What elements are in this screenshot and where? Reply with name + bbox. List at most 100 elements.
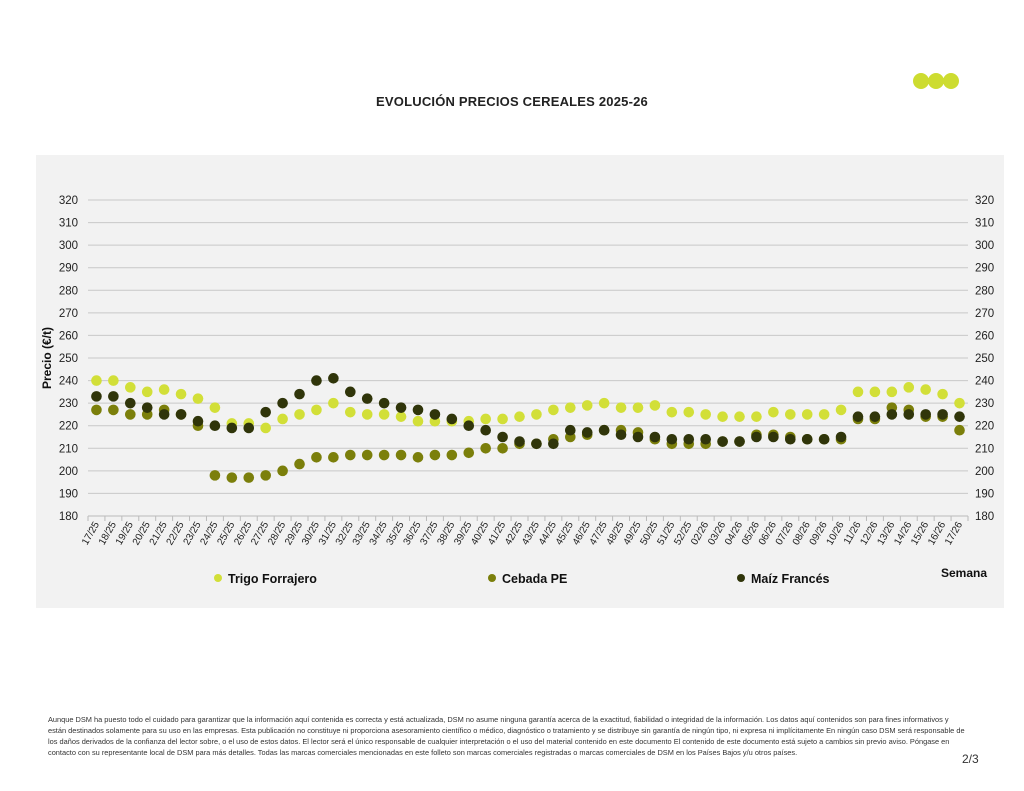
data-point-trigo-forrajero	[548, 404, 559, 416]
data-point-ma-z-franc-s	[700, 433, 711, 445]
data-point-trigo-forrajero	[632, 402, 644, 413]
data-point-trigo-forrajero	[581, 400, 593, 411]
data-point-cebada-pe	[378, 449, 390, 461]
y-tick-label-left: 240	[59, 376, 78, 388]
data-point-trigo-forrajero	[108, 375, 119, 386]
data-point-cebada-pe	[463, 447, 475, 459]
y-tick-label-left: 320	[59, 195, 78, 207]
y-tick-label-left: 230	[59, 398, 78, 410]
data-point-ma-z-franc-s	[548, 438, 559, 450]
chart-panel	[36, 155, 1004, 608]
y-tick-label-left: 270	[59, 308, 78, 320]
data-point-ma-z-franc-s	[412, 404, 424, 416]
data-point-trigo-forrajero	[700, 409, 711, 420]
y-tick-label-left: 190	[59, 488, 78, 500]
y-tick-label-right: 300	[975, 240, 994, 252]
y-tick-label-right: 180	[975, 511, 994, 523]
page-number: 2/3	[962, 752, 979, 766]
data-point-ma-z-franc-s	[497, 431, 508, 443]
y-tick-label-right: 310	[975, 218, 994, 230]
y-tick-label-right: 260	[975, 330, 994, 342]
data-point-ma-z-franc-s	[192, 415, 204, 427]
data-point-trigo-forrajero	[277, 413, 288, 425]
data-point-trigo-forrajero	[260, 422, 271, 434]
y-tick-label-right: 210	[975, 443, 994, 455]
data-point-ma-z-franc-s	[361, 393, 373, 404]
y-tick-label-left: 210	[59, 443, 78, 455]
data-point-cebada-pe	[91, 404, 102, 416]
y-tick-label-left: 280	[59, 285, 78, 297]
data-point-ma-z-franc-s	[108, 391, 119, 402]
data-point-cebada-pe	[277, 465, 288, 477]
data-point-ma-z-franc-s	[277, 397, 288, 409]
data-point-trigo-forrajero	[683, 406, 695, 418]
data-point-trigo-forrajero	[514, 411, 525, 422]
data-point-ma-z-franc-s	[937, 409, 948, 420]
data-point-ma-z-franc-s	[345, 386, 356, 398]
data-point-ma-z-franc-s	[818, 433, 830, 445]
data-point-ma-z-franc-s	[531, 438, 542, 450]
data-point-trigo-forrajero	[666, 406, 678, 418]
data-point-cebada-pe	[446, 449, 458, 461]
y-axis-label: Precio (€/t)	[40, 327, 54, 389]
data-point-ma-z-franc-s	[886, 409, 898, 420]
data-point-ma-z-franc-s	[768, 431, 779, 443]
data-point-cebada-pe	[954, 424, 965, 436]
y-tick-label-left: 200	[59, 466, 78, 478]
y-tick-label-right: 240	[975, 376, 994, 388]
data-point-ma-z-franc-s	[903, 409, 915, 420]
data-point-trigo-forrajero	[328, 397, 339, 409]
x-tick-label: 17/26	[943, 520, 965, 548]
data-point-cebada-pe	[260, 470, 271, 481]
data-point-ma-z-franc-s	[243, 422, 255, 434]
data-point-trigo-forrajero	[91, 375, 102, 386]
data-point-ma-z-franc-s	[158, 409, 170, 420]
data-point-ma-z-franc-s	[91, 391, 102, 402]
data-point-ma-z-franc-s	[378, 397, 390, 409]
y-tick-label-left: 260	[59, 330, 78, 342]
data-point-trigo-forrajero	[158, 384, 170, 395]
legend-marker	[737, 574, 745, 582]
data-point-cebada-pe	[226, 472, 238, 483]
y-tick-label-right: 200	[975, 466, 994, 478]
data-point-ma-z-franc-s	[632, 431, 644, 443]
data-point-cebada-pe	[243, 472, 255, 483]
y-tick-label-right: 190	[975, 488, 994, 500]
y-tick-label-right: 320	[975, 195, 994, 207]
y-tick-label-left: 220	[59, 421, 78, 433]
data-point-cebada-pe	[108, 404, 119, 416]
y-tick-label-left: 290	[59, 263, 78, 275]
data-point-ma-z-franc-s	[751, 431, 762, 443]
data-point-ma-z-franc-s	[209, 420, 221, 432]
data-point-trigo-forrajero	[937, 388, 948, 400]
data-point-ma-z-franc-s	[125, 397, 136, 409]
data-point-trigo-forrajero	[531, 409, 542, 420]
data-point-trigo-forrajero	[141, 386, 153, 398]
data-point-ma-z-franc-s	[175, 409, 187, 420]
data-point-trigo-forrajero	[361, 409, 373, 420]
data-point-ma-z-franc-s	[311, 375, 322, 386]
data-point-ma-z-franc-s	[429, 409, 441, 420]
data-point-ma-z-franc-s	[294, 388, 305, 400]
data-point-trigo-forrajero	[615, 402, 627, 413]
data-point-ma-z-franc-s	[328, 373, 339, 384]
data-point-trigo-forrajero	[480, 413, 491, 425]
data-point-trigo-forrajero	[801, 409, 813, 420]
data-point-trigo-forrajero	[835, 404, 847, 416]
data-point-cebada-pe	[395, 449, 407, 461]
legend-label: Trigo Forrajero	[228, 572, 317, 586]
y-tick-label-right: 220	[975, 421, 994, 433]
data-point-ma-z-franc-s	[717, 436, 728, 447]
data-point-cebada-pe	[345, 449, 356, 461]
data-point-ma-z-franc-s	[581, 427, 593, 438]
data-point-ma-z-franc-s	[615, 429, 627, 441]
y-tick-label-right: 280	[975, 285, 994, 297]
legend-marker	[214, 574, 222, 582]
data-point-trigo-forrajero	[412, 415, 424, 427]
data-point-ma-z-franc-s	[649, 431, 661, 443]
data-point-ma-z-franc-s	[835, 431, 847, 443]
disclaimer-text: Aunque DSM ha puesto todo el cuidado par…	[48, 715, 965, 757]
y-tick-label-right: 230	[975, 398, 994, 410]
legend-marker	[488, 574, 496, 582]
data-point-trigo-forrajero	[869, 386, 881, 398]
